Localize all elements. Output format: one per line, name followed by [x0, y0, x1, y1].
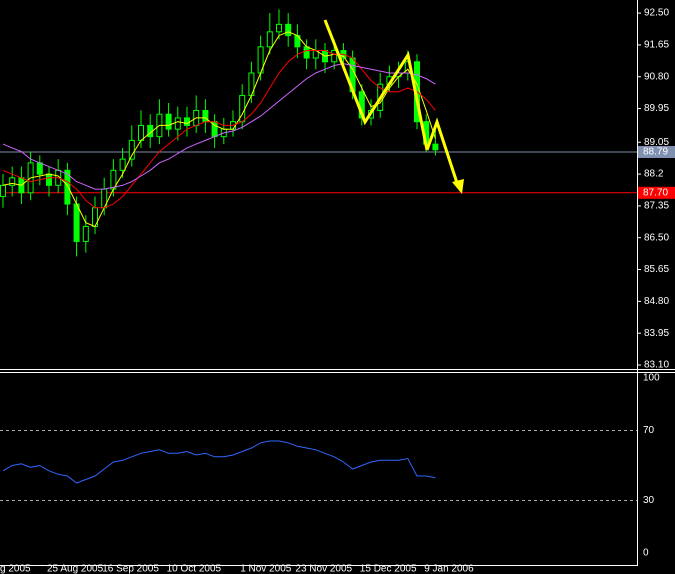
y-tick-label: 83.10 — [644, 360, 669, 371]
plot: 92.50 91.65 90.80 89.95 89.05 88.2 87.35 86.50 8… — [0, 8, 675, 574]
x-tick-label: 10 Oct 2005 — [167, 564, 222, 574]
price-label: 87.70 — [643, 187, 668, 198]
candle-body — [46, 173, 52, 186]
y-tick-label: 100 — [643, 373, 660, 384]
x-tick-label: 16 Sep 2005 — [102, 564, 159, 574]
y-tick-label: 83.95 — [644, 328, 669, 339]
candle-body — [64, 169, 71, 205]
y-tick-label: 0 — [643, 548, 649, 559]
candle-body — [138, 124, 144, 141]
candle-body — [119, 158, 126, 171]
y-tick-label: 91.65 — [644, 40, 669, 51]
x-tick-label: 1 Nov 2005 — [240, 564, 292, 574]
price-label: 88.79 — [643, 147, 668, 158]
indicator-line — [2, 440, 436, 484]
candle-body — [9, 177, 16, 186]
x-tick-label: 9 Jan 2006 — [424, 564, 474, 574]
moving-average-line — [2, 63, 436, 190]
candle-body — [174, 117, 181, 130]
candle-body — [303, 46, 310, 59]
x-tick-label: g 2005 — [0, 564, 31, 574]
candle-body — [331, 50, 338, 63]
candle-body — [82, 225, 89, 242]
candle-body — [165, 113, 172, 130]
y-tick-label: 92.50 — [644, 8, 669, 19]
price-label-box — [638, 145, 675, 158]
candle-body — [128, 139, 135, 160]
candle-body — [184, 117, 190, 126]
candle-body — [0, 184, 6, 198]
candle-body — [285, 23, 292, 37]
arrow-head — [452, 179, 464, 194]
x-tick-label: 15 Dec 2005 — [360, 564, 417, 574]
moving-average-line — [2, 50, 436, 209]
y-tick-label: 85.65 — [644, 264, 669, 275]
candle-body — [432, 143, 439, 151]
y-tick-label: 84.80 — [644, 296, 669, 307]
moving-average-line — [2, 31, 436, 228]
candle-body — [266, 31, 273, 48]
candle-body — [202, 109, 209, 123]
candle-body — [276, 23, 282, 33]
x-tick-label: 25 Aug 2005 — [47, 564, 104, 574]
y-tick-label: 89.05 — [644, 137, 669, 148]
price-label-box — [638, 186, 675, 199]
y-tick-label: 89.95 — [644, 103, 669, 114]
x-tick-label: 23 Nov 2005 — [295, 564, 352, 574]
y-tick-label: 88.2 — [644, 169, 664, 180]
pattern-drawing — [425, 117, 460, 187]
candle-body — [36, 162, 43, 175]
pattern-drawing — [323, 19, 429, 151]
y-tick-label: 87.35 — [644, 201, 669, 212]
y-tick-label: 90.80 — [644, 71, 669, 82]
candle-body — [73, 203, 80, 242]
y-tick-label: 86.50 — [644, 232, 669, 243]
y-tick-label: 30 — [643, 495, 655, 506]
y-tick-label: 70 — [643, 425, 655, 436]
